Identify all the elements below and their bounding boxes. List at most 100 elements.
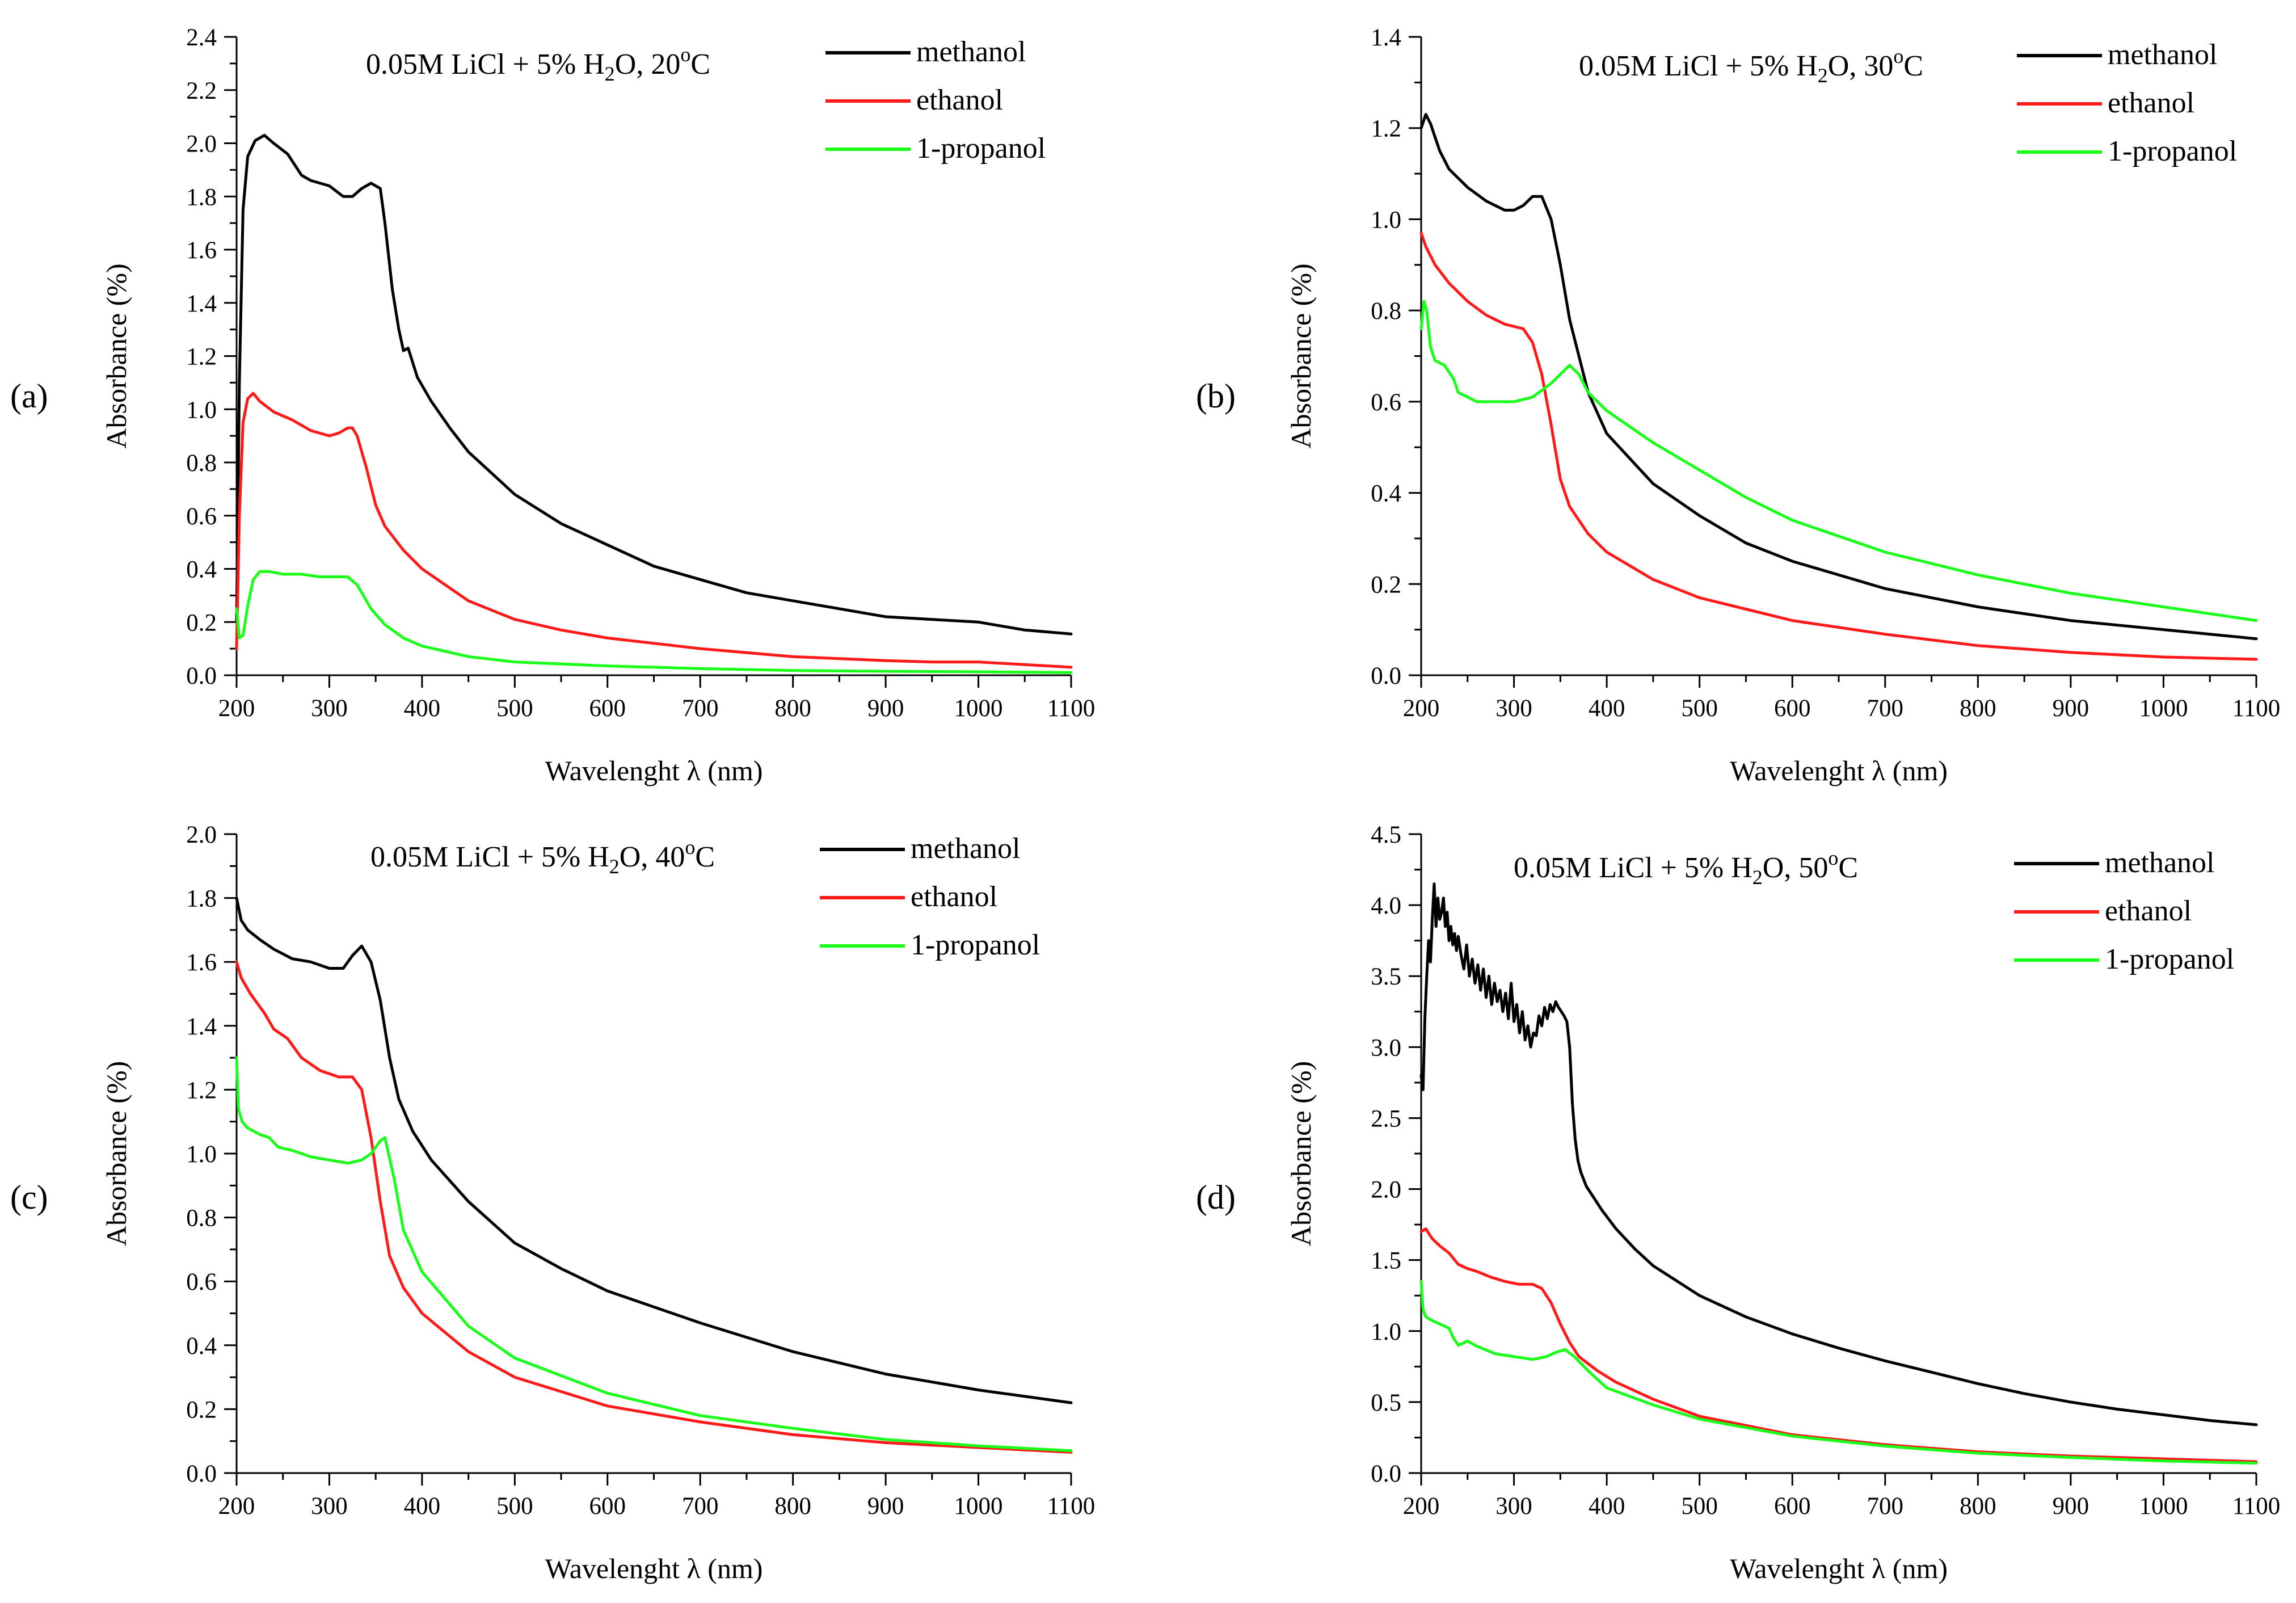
x-tick-label: 600: [589, 1493, 626, 1520]
y-axis-label: Absorbance (%): [1285, 263, 1317, 448]
y-tick-label: 0.6: [186, 1269, 217, 1295]
x-tick-label: 400: [1589, 1493, 1625, 1520]
x-axis-label: Wavelenght λ (nm): [1730, 1552, 1948, 1584]
y-tick-label: 0.5: [1371, 1390, 1401, 1416]
x-tick-label: 800: [1960, 1493, 1996, 1520]
y-axis-label: Absorbance (%): [1285, 1061, 1317, 1246]
x-tick-label: 600: [1774, 1493, 1811, 1520]
y-tick-label: 2.5: [1371, 1105, 1401, 1132]
y-tick-label: 2.0: [1371, 1177, 1401, 1204]
legend-label: methanol: [911, 832, 1021, 865]
x-tick-label: 800: [774, 695, 811, 722]
y-tick-label: 2.0: [186, 131, 217, 158]
x-tick-label: 800: [774, 1493, 811, 1520]
x-axis-label: Wavelenght λ (nm): [545, 1552, 763, 1584]
y-tick-label: 1.4: [1371, 24, 1401, 51]
legend-label: 1-propanol: [2108, 135, 2237, 167]
x-tick-label: 500: [1681, 1493, 1718, 1520]
legend-label: methanol: [916, 36, 1026, 68]
y-tick-label: 0.0: [1371, 1461, 1401, 1487]
legend-label: ethanol: [2108, 87, 2194, 119]
series-line-1-propanol: [1419, 1280, 2258, 1465]
x-tick-label: 1000: [2139, 1493, 2188, 1520]
x-tick-label: 500: [496, 695, 533, 722]
y-tick-label: 2.0: [186, 822, 217, 848]
x-tick-label: 300: [1495, 1493, 1532, 1520]
series-line-methanol: [235, 133, 1073, 636]
panel-letter: (d): [1196, 1179, 1236, 1216]
y-tick-label: 1.6: [186, 949, 217, 976]
series-line-methanol: [235, 897, 1073, 1404]
chart-title: 0.05M LiCl + 5% H2O, 20oC: [366, 43, 710, 85]
legend-label: 1-propanol: [2105, 943, 2234, 975]
y-tick-label: 0.0: [1371, 663, 1401, 689]
x-tick-label: 800: [1960, 695, 1996, 722]
x-tick-label: 600: [1774, 695, 1811, 722]
x-tick-label: 1100: [2232, 695, 2280, 722]
y-tick-label: 1.4: [186, 291, 217, 317]
y-tick-label: 0.2: [1371, 571, 1401, 598]
y-tick-label: 0.0: [186, 663, 217, 689]
y-tick-label: 2.2: [186, 78, 217, 104]
y-tick-label: 3.5: [1371, 964, 1401, 990]
x-tick-label: 1100: [1047, 1493, 1095, 1520]
y-tick-label: 4.5: [1371, 822, 1401, 848]
panel-letter: (b): [1196, 377, 1236, 415]
x-tick-label: 1000: [954, 1493, 1003, 1520]
x-tick-label: 500: [496, 1493, 533, 1520]
legend-label: ethanol: [916, 84, 1003, 116]
x-tick-label: 600: [589, 695, 626, 722]
y-tick-label: 0.0: [186, 1461, 217, 1487]
y-tick-label: 1.0: [1371, 207, 1401, 233]
y-axis-label: Absorbance (%): [100, 263, 132, 448]
y-tick-label: 0.2: [186, 609, 217, 636]
y-tick-label: 1.8: [186, 184, 217, 211]
x-axis-label: Wavelenght λ (nm): [1730, 755, 1948, 786]
legend-label: 1-propanol: [916, 132, 1046, 165]
legend-label: 1-propanol: [911, 929, 1040, 961]
legend-label: methanol: [2105, 847, 2215, 879]
x-tick-label: 1000: [954, 695, 1003, 722]
x-tick-label: 1100: [1047, 695, 1095, 722]
x-tick-label: 200: [218, 1493, 255, 1520]
y-tick-label: 0.8: [186, 450, 217, 477]
y-tick-label: 0.6: [1371, 389, 1401, 416]
x-tick-label: 500: [1681, 695, 1718, 722]
chart-panel: (a) 200 300 400 500 600 700 800 900 1000 1100 0.0 0.…: [10, 24, 1095, 786]
x-tick-label: 900: [2053, 1493, 2089, 1520]
y-tick-label: 1.0: [1371, 1319, 1401, 1345]
y-tick-label: 4.0: [1371, 893, 1401, 919]
x-tick-label: 300: [1495, 695, 1532, 722]
series-line-1-propanol: [235, 570, 1073, 674]
y-tick-label: 1.4: [186, 1013, 217, 1040]
y-tick-label: 0.4: [186, 557, 217, 583]
y-tick-label: 1.6: [186, 237, 217, 264]
series-line-1-propanol: [235, 1056, 1073, 1453]
x-tick-label: 200: [218, 695, 255, 722]
x-tick-label: 900: [867, 695, 904, 722]
x-tick-label: 1100: [2232, 1493, 2280, 1520]
series-line-ethanol: [235, 960, 1073, 1454]
x-tick-label: 300: [311, 1493, 348, 1520]
x-tick-label: 200: [1403, 695, 1440, 722]
x-tick-label: 700: [1867, 695, 1904, 722]
y-tick-label: 0.8: [186, 1205, 217, 1232]
y-tick-label: 0.2: [186, 1396, 217, 1423]
y-tick-label: 1.2: [186, 344, 217, 371]
series-line-1-propanol: [1419, 300, 2258, 622]
y-tick-label: 2.4: [186, 24, 217, 51]
legend-label: ethanol: [2105, 895, 2192, 927]
x-tick-label: 700: [1867, 1493, 1904, 1520]
series-line-methanol: [1419, 882, 2258, 1427]
y-tick-label: 1.2: [1371, 116, 1401, 142]
chart-panel: (c) 200 300 400 500 600 700 800 900 1000 1100 0.0 0.…: [10, 822, 1095, 1584]
series-line-ethanol: [1419, 232, 2258, 661]
chart-title: 0.05M LiCl + 5% H2O, 40oC: [370, 836, 715, 878]
y-tick-label: 1.0: [186, 397, 217, 423]
chart-title: 0.05M LiCl + 5% H2O, 30oC: [1579, 45, 1923, 87]
x-tick-label: 400: [1589, 695, 1625, 722]
series-line-methanol: [1419, 113, 2258, 641]
series-line-ethanol: [1419, 1227, 2258, 1463]
y-tick-label: 1.5: [1371, 1248, 1401, 1274]
